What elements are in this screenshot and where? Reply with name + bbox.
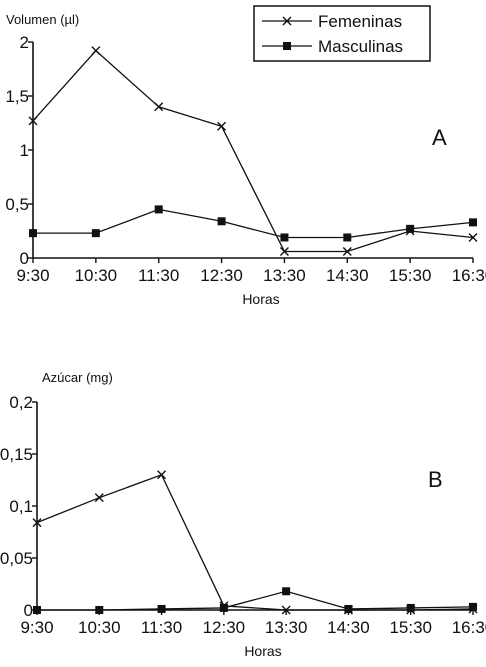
data-point-square	[469, 218, 477, 227]
data-point-square	[282, 587, 291, 596]
chart-panel-b: 0 0,05 0,1 0,15 0,2 9:30 10:30 11:30 12:30 13:30 1…	[0, 370, 486, 659]
y-tick-label: 0	[24, 601, 33, 620]
y-tick-label: 0,05	[0, 549, 33, 568]
data-point-square	[157, 604, 166, 613]
data-point-square	[91, 229, 100, 238]
data-point-square	[406, 224, 415, 233]
legend: Femeninas Masculinas	[253, 5, 431, 62]
legend-box	[253, 5, 431, 62]
data-point-x	[94, 493, 104, 503]
x-tick-label: 10:30	[75, 266, 118, 285]
x-axis-label: Horas	[244, 643, 281, 659]
x-tick-label: 12:30	[200, 266, 243, 285]
data-point-x	[157, 470, 167, 480]
data-point-x	[279, 247, 289, 257]
x-tick-label: 14:30	[327, 618, 370, 637]
y-tick-label: 0,2	[9, 393, 33, 412]
x-tick-label: 12:30	[203, 618, 246, 637]
data-point-square	[280, 233, 289, 242]
data-point-x	[32, 518, 42, 528]
y-axis-label: Azúcar (mg)	[42, 370, 113, 385]
y-axis-label: Volumen (µl)	[6, 12, 79, 27]
series-masculinas	[33, 587, 477, 614]
data-point-x	[217, 121, 227, 131]
legend-marker-femeninas	[282, 16, 292, 26]
legend-label-femeninas: Femeninas	[318, 12, 402, 31]
x-tick-label: 15:30	[389, 266, 432, 285]
panel-label: B	[428, 467, 443, 492]
x-tick-label: 13:30	[265, 618, 308, 637]
data-point-square	[95, 606, 104, 614]
data-point-square	[406, 603, 415, 612]
x-tick-label: 13:30	[263, 266, 306, 285]
data-point-square	[217, 217, 226, 226]
data-point-square	[33, 606, 41, 614]
data-point-x	[91, 46, 101, 56]
data-point-x	[281, 605, 291, 615]
x-tick-label: 16:30	[452, 618, 486, 637]
x-axis-label: Horas	[242, 291, 279, 307]
data-point-square	[154, 205, 163, 214]
series-line	[33, 208, 474, 239]
chart-panel-a: 0 0,5 1 1,5 2 9:30 10:30 11:30 12:30 13:30 14:30 15…	[5, 12, 486, 307]
data-point-square	[344, 604, 353, 613]
series-masculinas	[29, 205, 477, 242]
series-line	[36, 473, 474, 611]
x-tick-label: 11:30	[141, 618, 182, 637]
series-line	[37, 590, 474, 611]
data-point-x	[154, 102, 164, 112]
x-tick-label: 11:30	[138, 266, 179, 285]
y-tick-label: 0,1	[9, 497, 33, 516]
y-tick-label: 2	[20, 33, 29, 52]
series-femeninas	[32, 470, 478, 615]
x-tick-label: 9:30	[20, 618, 53, 637]
legend-label-masculinas: Masculinas	[318, 37, 403, 56]
series-line	[32, 49, 474, 253]
x-tick-label: 16:30	[452, 266, 486, 285]
data-point-x	[28, 116, 38, 126]
y-tick-label: 0	[20, 249, 29, 268]
data-point-square	[469, 602, 477, 611]
y-tick-label: 1	[20, 141, 29, 160]
y-tick-label: 0,15	[0, 445, 33, 464]
series-femeninas	[28, 46, 478, 257]
data-point-x	[342, 247, 352, 257]
x-tick-label: 10:30	[78, 618, 121, 637]
y-tick-label: 1,5	[5, 87, 29, 106]
y-tick-label: 0,5	[5, 195, 29, 214]
data-point-square	[219, 603, 228, 612]
data-point-x	[468, 232, 478, 242]
data-point-square	[29, 229, 37, 238]
panel-label: A	[432, 125, 447, 150]
x-tick-label: 14:30	[326, 266, 369, 285]
data-point-square	[343, 233, 352, 242]
x-tick-label: 9:30	[16, 266, 49, 285]
x-tick-label: 15:30	[389, 618, 432, 637]
legend-marker-masculinas	[283, 42, 291, 50]
